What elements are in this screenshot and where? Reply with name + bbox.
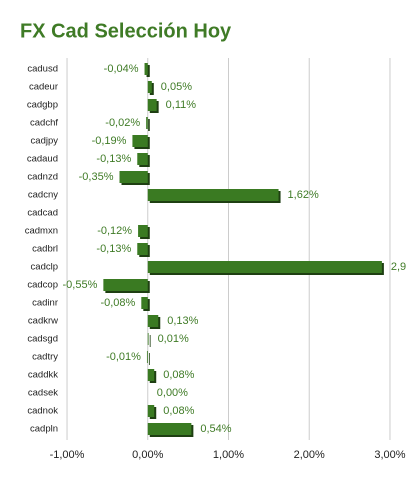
x-tick-label: 2,00% (294, 449, 325, 461)
value-label: 0,05% (161, 81, 192, 93)
category-label: cadeur (29, 82, 58, 93)
category-label: cadcop (27, 280, 58, 291)
value-label: -0,35% (79, 171, 114, 183)
category-label: cadusd (27, 64, 58, 75)
value-label: -0,12% (97, 225, 132, 237)
category-label: cadtry (32, 352, 58, 363)
value-label: -0,01% (106, 351, 141, 363)
value-label: 0,00% (157, 387, 188, 399)
category-label: cadinr (32, 298, 58, 309)
value-label: 0,54% (200, 423, 231, 435)
x-tick-label: 0,00% (132, 449, 163, 461)
value-label: 0,08% (163, 369, 194, 381)
category-label: cadbrl (32, 244, 58, 255)
value-label: -0,55% (63, 279, 98, 291)
bar-shadow (148, 119, 150, 131)
category-label: cadsek (28, 388, 58, 399)
category-label: cadkrw (28, 316, 58, 327)
value-label: -0,08% (100, 297, 135, 309)
bar (147, 261, 382, 273)
value-label: 1,62% (288, 189, 319, 201)
category-label: cadcad (27, 208, 58, 219)
bar (141, 297, 148, 309)
category-label: cadpln (30, 424, 58, 435)
bar-shadow (146, 65, 150, 77)
category-label: cadsgd (27, 334, 58, 345)
x-tick-label: 3,00% (374, 449, 405, 461)
value-label: -0,02% (105, 117, 140, 129)
value-label: -0,19% (92, 135, 127, 147)
bar (146, 351, 148, 363)
bar-shadow (149, 335, 151, 347)
bar (103, 279, 148, 291)
bar-shadow (148, 353, 150, 365)
value-label: -0,04% (104, 63, 139, 75)
value-label: 0,01% (158, 333, 189, 345)
bar (132, 135, 148, 147)
bar (137, 243, 148, 255)
category-label: cadnok (27, 406, 58, 417)
category-label: cadgbp (27, 100, 58, 111)
bar (144, 63, 148, 75)
bar (138, 225, 148, 237)
value-label: 0,08% (163, 405, 194, 417)
value-label: -0,13% (96, 153, 131, 165)
category-label: cadclp (31, 262, 58, 273)
bar (147, 99, 157, 111)
category-label: cadcny (28, 190, 58, 201)
x-tick-label: 1,00% (213, 449, 244, 461)
value-label: 2,9 (391, 261, 406, 273)
category-label: caddkk (28, 370, 58, 381)
value-label: -0,13% (96, 243, 131, 255)
chart-title: FX Cad Selección Hoy (20, 20, 232, 42)
x-tick-label: -1,00% (50, 449, 85, 461)
category-label: cadnzd (27, 172, 58, 183)
bar (147, 315, 159, 327)
bar (147, 369, 155, 381)
bar (146, 117, 148, 129)
bar (147, 81, 152, 93)
bar (147, 405, 155, 417)
category-label: cadchf (30, 118, 58, 129)
value-label: 0,11% (166, 99, 197, 111)
category-label: cadaud (27, 154, 58, 165)
bar (147, 333, 149, 345)
bar (119, 171, 148, 183)
bar (147, 423, 192, 435)
category-label: cadmxn (25, 226, 58, 237)
category-label: cadjpy (31, 136, 59, 147)
bar (147, 189, 279, 201)
bar (137, 153, 148, 165)
value-label: 0,13% (167, 315, 198, 327)
